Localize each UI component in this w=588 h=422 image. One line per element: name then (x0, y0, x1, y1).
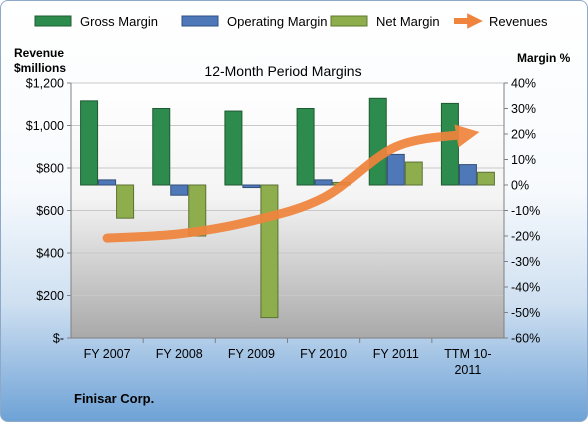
left-tick-label: $- (53, 332, 64, 346)
legend-swatch-gross-margin (34, 15, 72, 27)
net-margin-bar (476, 171, 495, 186)
category-label: TTM 10- (444, 347, 491, 361)
operating-margin-bar (314, 179, 333, 186)
operating-margin-bar (386, 153, 405, 186)
category-label: FY 2010 (300, 347, 347, 361)
net-margin-bar (404, 161, 423, 186)
legend: Gross Margin Operating Margin Net Margin… (34, 13, 548, 29)
left-tick-label: $1,200 (26, 77, 64, 91)
legend-label-gross-margin: Gross Margin (80, 14, 158, 29)
gross-margin-bar (368, 97, 387, 186)
right-tick-label: -40% (511, 281, 540, 295)
left-tick-label: $400 (36, 247, 64, 261)
right-tick-label: 30% (511, 102, 536, 116)
gross-margin-bar (224, 110, 243, 186)
operating-margin-bar (242, 184, 261, 189)
category-label: FY 2011 (373, 347, 419, 361)
operating-margin-bar (458, 164, 477, 186)
right-tick-label: -60% (511, 332, 540, 346)
category-label: 2011 (454, 363, 481, 377)
left-tick-label: $1,000 (26, 119, 64, 133)
right-tick-label: 20% (511, 128, 536, 142)
operating-margin-bar (170, 184, 189, 196)
right-tick-label: -30% (511, 255, 540, 269)
revenue-point (395, 146, 397, 148)
legend-swatch-operating-margin (181, 15, 219, 27)
gross-margin-bar (152, 108, 171, 186)
gross-margin-bar (80, 100, 99, 186)
revenue-line (102, 124, 480, 243)
legend-label-operating-margin: Operating Margin (227, 14, 327, 29)
left-axis-title-line2: $millions (14, 61, 66, 75)
revenue-line-path (102, 124, 480, 243)
right-tick-label: -10% (511, 204, 540, 218)
revenue-point (106, 237, 108, 239)
operating-margin-bar (98, 179, 117, 186)
left-axis-title-line1: Revenue (14, 46, 64, 60)
net-margin-bar (260, 184, 279, 319)
category-label: FY 2008 (156, 347, 203, 361)
category-label: FY 2007 (84, 347, 131, 361)
axes: $- $200 $400 $600 $800 $1,000 $1,200 -60% -50% -4… (26, 77, 540, 378)
gross-margin-bar (296, 108, 315, 186)
revenue-point (322, 197, 324, 199)
right-axis-title: Margin % (517, 51, 571, 65)
net-margin-bar (116, 184, 135, 219)
category-label: FY 2009 (228, 347, 275, 361)
right-tick-label: -50% (511, 306, 540, 320)
right-tick-label: -20% (511, 230, 540, 244)
gross-margin-bar (440, 102, 459, 186)
right-tick-label: 10% (511, 153, 536, 167)
chart-title: 12-Month Period Margins (204, 63, 361, 79)
left-tick-label: $200 (36, 289, 64, 303)
legend-label-revenues: Revenues (489, 14, 548, 29)
company-name: Finisar Corp. (74, 391, 154, 406)
revenue-point (178, 233, 180, 235)
left-tick-label: $600 (36, 204, 64, 218)
legend-swatch-net-margin (330, 15, 368, 27)
revenue-point (467, 133, 469, 135)
left-tick-label: $800 (36, 162, 64, 176)
legend-label-net-margin: Net Margin (376, 14, 440, 29)
right-tick-label: 40% (511, 77, 536, 91)
right-tick-label: 0% (511, 179, 529, 193)
revenue-point (250, 220, 252, 222)
